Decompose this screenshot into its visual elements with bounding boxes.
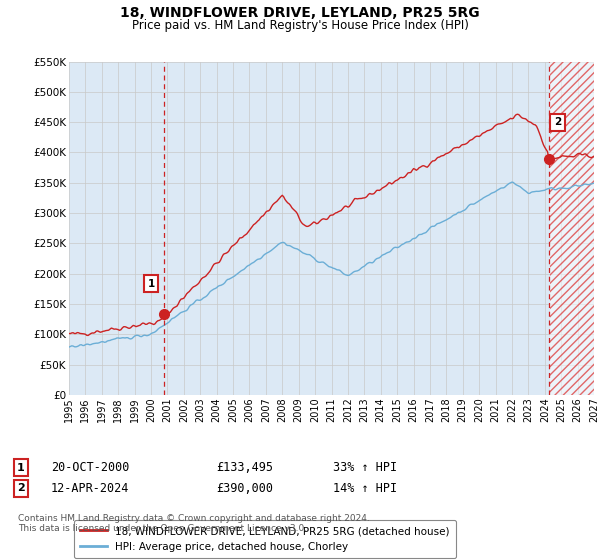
Text: 2: 2 [554,117,561,127]
Legend: 18, WINDFLOWER DRIVE, LEYLAND, PR25 5RG (detached house), HPI: Average price, de: 18, WINDFLOWER DRIVE, LEYLAND, PR25 5RG … [74,520,455,558]
Text: 2: 2 [17,483,25,493]
Text: £390,000: £390,000 [216,482,273,495]
Text: 1: 1 [148,279,155,288]
Text: 33% ↑ HPI: 33% ↑ HPI [333,461,397,474]
Text: Price paid vs. HM Land Registry's House Price Index (HPI): Price paid vs. HM Land Registry's House … [131,19,469,32]
Text: 14% ↑ HPI: 14% ↑ HPI [333,482,397,495]
Text: 12-APR-2024: 12-APR-2024 [51,482,130,495]
Text: £133,495: £133,495 [216,461,273,474]
Text: 18, WINDFLOWER DRIVE, LEYLAND, PR25 5RG: 18, WINDFLOWER DRIVE, LEYLAND, PR25 5RG [120,6,480,20]
Text: Contains HM Land Registry data © Crown copyright and database right 2024.
This d: Contains HM Land Registry data © Crown c… [18,514,370,534]
Text: 20-OCT-2000: 20-OCT-2000 [51,461,130,474]
Text: 1: 1 [17,463,25,473]
